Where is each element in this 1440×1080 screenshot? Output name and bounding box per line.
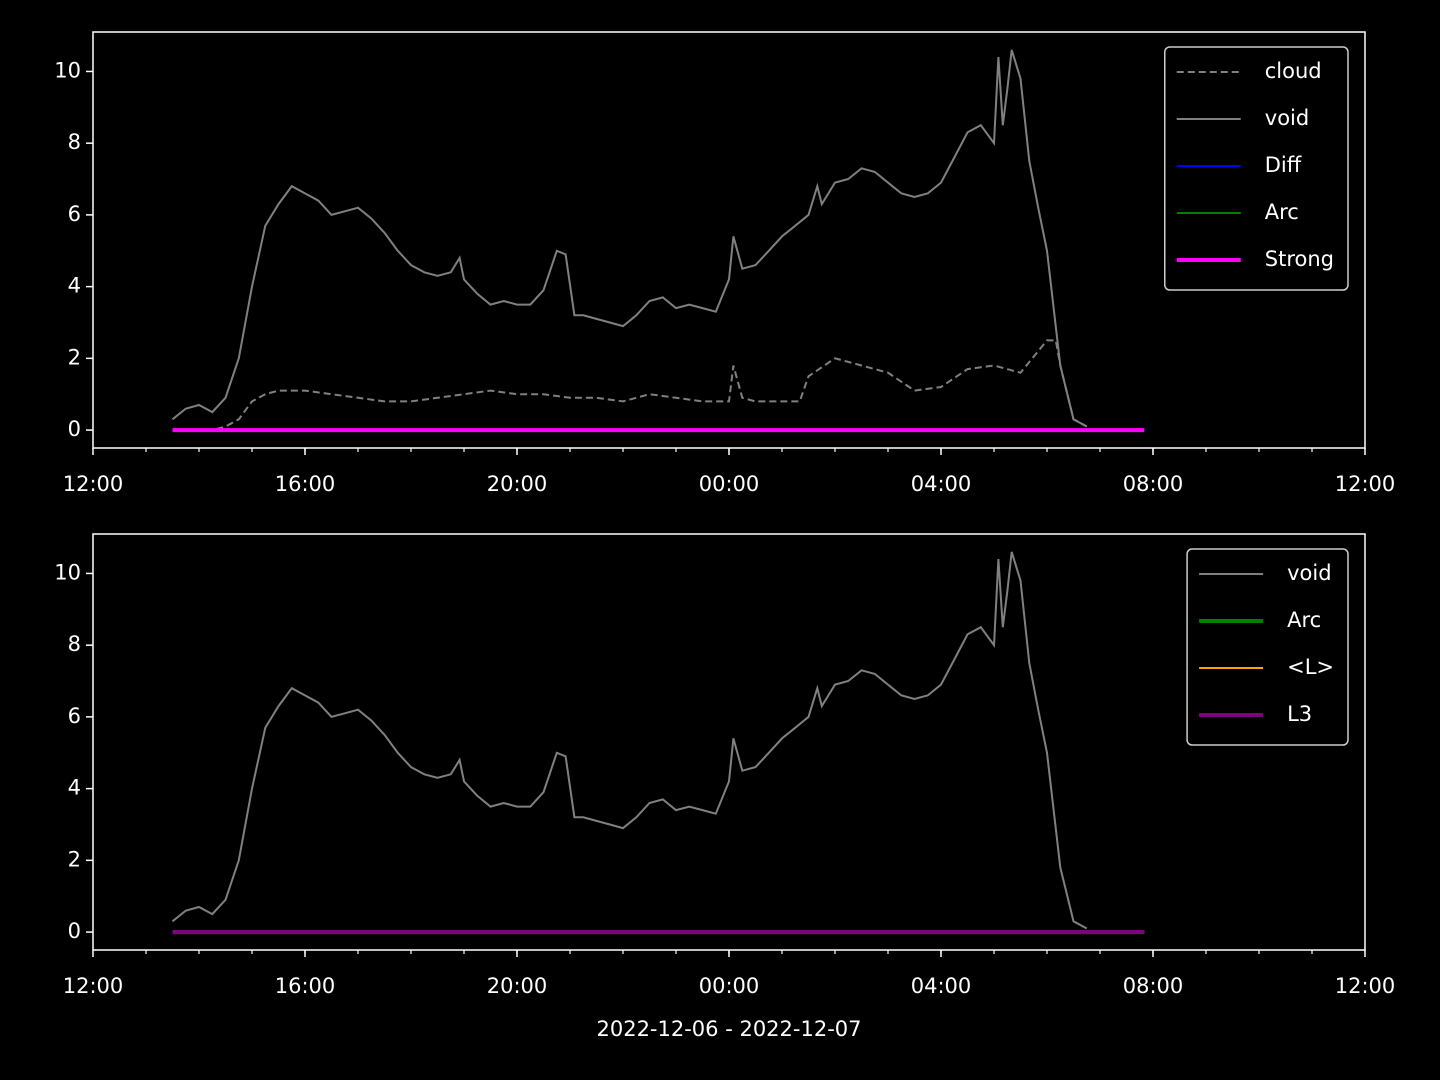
x-tick-label: 00:00 bbox=[699, 974, 760, 998]
subplot: 0 2 4 6 8 10 12:00 16:00 20:00 00:00 04:00 08:00 12:… bbox=[54, 31, 1396, 496]
x-tick-label: 08:00 bbox=[1123, 472, 1184, 496]
y-tick-label: 8 bbox=[68, 632, 81, 656]
legend-label: Diff bbox=[1265, 153, 1302, 177]
legend-frame bbox=[1186, 548, 1349, 746]
legend-label: void bbox=[1265, 106, 1309, 130]
x-tick-label: 12:00 bbox=[63, 472, 124, 496]
y-tick-label: 2 bbox=[68, 847, 81, 871]
y-tick-label: 0 bbox=[68, 417, 81, 441]
legend-label: <L> bbox=[1287, 655, 1334, 679]
series-line bbox=[171, 49, 1088, 428]
legend-label: void bbox=[1287, 561, 1331, 585]
x-tick-label: 16:00 bbox=[275, 974, 336, 998]
x-tick-label: 12:00 bbox=[63, 974, 124, 998]
x-tick-label: 20:00 bbox=[487, 974, 548, 998]
series-line bbox=[171, 551, 1088, 930]
y-tick-label: 8 bbox=[68, 130, 81, 154]
x-tick-label: 20:00 bbox=[487, 472, 548, 496]
legend-frame bbox=[1164, 46, 1349, 291]
legend-label: Strong bbox=[1265, 247, 1334, 271]
legend: cloud void Diff Arc Strong bbox=[1164, 46, 1349, 291]
legend: void Arc <L> L3 bbox=[1186, 548, 1349, 746]
y-tick-label: 10 bbox=[54, 58, 81, 82]
y-tick-label: 0 bbox=[68, 919, 81, 943]
y-tick-label: 6 bbox=[68, 704, 81, 728]
x-tick-label: 08:00 bbox=[1123, 974, 1184, 998]
legend-label: Arc bbox=[1265, 200, 1299, 224]
legend-label: Arc bbox=[1287, 608, 1321, 632]
x-axis-label: 2022-12-06 - 2022-12-07 bbox=[596, 1017, 861, 1041]
x-tick-label: 04:00 bbox=[911, 472, 972, 496]
axes-frame bbox=[92, 533, 1366, 951]
x-tick-label: 16:00 bbox=[275, 472, 336, 496]
y-tick-label: 2 bbox=[68, 345, 81, 369]
subplot: 0 2 4 6 8 10 12:00 16:00 20:00 00:00 04:00 08:00 12:… bbox=[54, 533, 1396, 1041]
y-tick-label: 10 bbox=[54, 560, 81, 584]
x-tick-label: 00:00 bbox=[699, 472, 760, 496]
x-tick-label: 12:00 bbox=[1335, 472, 1396, 496]
y-tick-label: 4 bbox=[68, 776, 81, 800]
y-tick-label: 4 bbox=[68, 274, 81, 298]
x-tick-label: 04:00 bbox=[911, 974, 972, 998]
legend-label: L3 bbox=[1287, 702, 1312, 726]
legend-label: cloud bbox=[1265, 59, 1322, 83]
series-line bbox=[172, 339, 1088, 432]
y-tick-label: 6 bbox=[68, 202, 81, 226]
x-tick-label: 12:00 bbox=[1335, 974, 1396, 998]
